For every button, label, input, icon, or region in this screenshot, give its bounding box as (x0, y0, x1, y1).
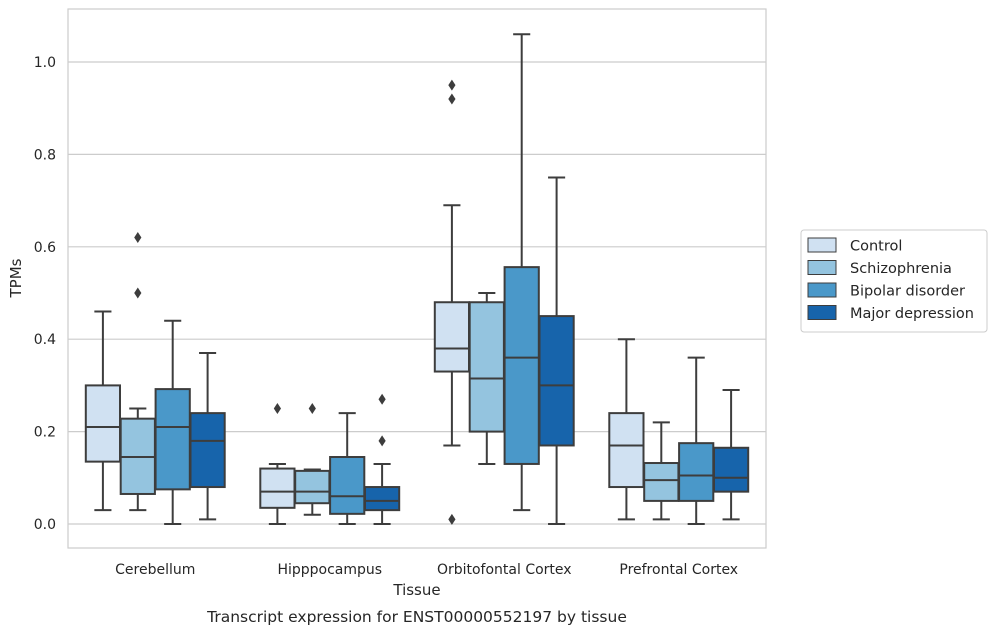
outlier-point (448, 79, 456, 91)
chart-caption: Transcript expression for ENST0000055219… (206, 608, 627, 626)
box-series (84, 33, 750, 525)
box-iqr (503, 266, 540, 465)
box-bipolar-disorder (329, 412, 366, 525)
box-major-depression (538, 176, 575, 525)
y-axis: 0.0 0.2 0.4 0.6 0.8 1.0 (34, 55, 56, 533)
y-tick-label: 1.0 (34, 55, 56, 71)
outlier-point (448, 513, 456, 525)
outlier-point (448, 93, 456, 105)
box-iqr (433, 301, 471, 373)
y-tick-label: 0.0 (34, 517, 56, 533)
box-iqr (329, 456, 366, 515)
box-iqr (643, 462, 680, 502)
box-iqr (189, 412, 226, 489)
x-tick-label: Orbitofontal Cortex (437, 562, 572, 578)
box-schizophrenia (119, 232, 156, 512)
box-bipolar-disorder (678, 356, 715, 525)
legend-swatch (807, 260, 837, 275)
legend-label: Schizophrenia (850, 261, 952, 277)
legend: Control Schizophrenia Bipolar disorder Majo… (800, 229, 988, 333)
box-iqr (294, 469, 331, 505)
legend-swatch (807, 237, 837, 253)
box-control (259, 403, 296, 525)
legend-label: Control (850, 239, 902, 255)
box-iqr (468, 301, 505, 433)
x-tick-label: Prefrontal Cortex (619, 562, 738, 578)
x-axis: Cerebellum Hipppocampus Orbitofontal Corte… (115, 562, 738, 578)
box-iqr (363, 486, 401, 512)
outlier-point (308, 403, 316, 414)
legend-label: Major depression (850, 306, 974, 322)
box-iqr (608, 412, 645, 489)
box-iqr (678, 442, 715, 502)
y-tick-label: 0.2 (34, 425, 56, 441)
outlier-point (134, 232, 142, 244)
box-major-depression (712, 389, 750, 521)
y-tick-label: 0.4 (34, 332, 56, 348)
box-iqr (84, 384, 122, 463)
box-major-depression (363, 393, 401, 525)
y-tick-label: 0.6 (34, 240, 56, 256)
outlier-point (273, 403, 281, 414)
outlier-point (378, 393, 386, 405)
legend-frame (800, 229, 988, 333)
box-control (84, 310, 122, 512)
box-major-depression (189, 352, 226, 521)
box-schizophrenia (468, 292, 505, 465)
box-control (433, 79, 471, 525)
box-bipolar-disorder (154, 319, 191, 525)
y-axis-label: TPMs (7, 258, 25, 298)
x-tick-label: Hipppocampus (277, 562, 382, 578)
legend-label: Bipolar disorder (850, 284, 965, 300)
box-control (608, 338, 645, 521)
box-iqr (259, 467, 296, 509)
box-schizophrenia (643, 421, 680, 521)
box-iqr (154, 388, 191, 491)
y-tick-label: 0.8 (34, 147, 56, 163)
outlier-point (134, 287, 142, 299)
box-bipolar-disorder (503, 33, 540, 512)
x-tick-label: Cerebellum (115, 562, 195, 578)
legend-swatch (807, 305, 837, 320)
x-axis-label: Tissue (392, 581, 440, 599)
box-iqr (538, 315, 575, 447)
legend-swatch (807, 282, 837, 298)
outlier-point (378, 435, 386, 447)
box-iqr (712, 446, 750, 493)
